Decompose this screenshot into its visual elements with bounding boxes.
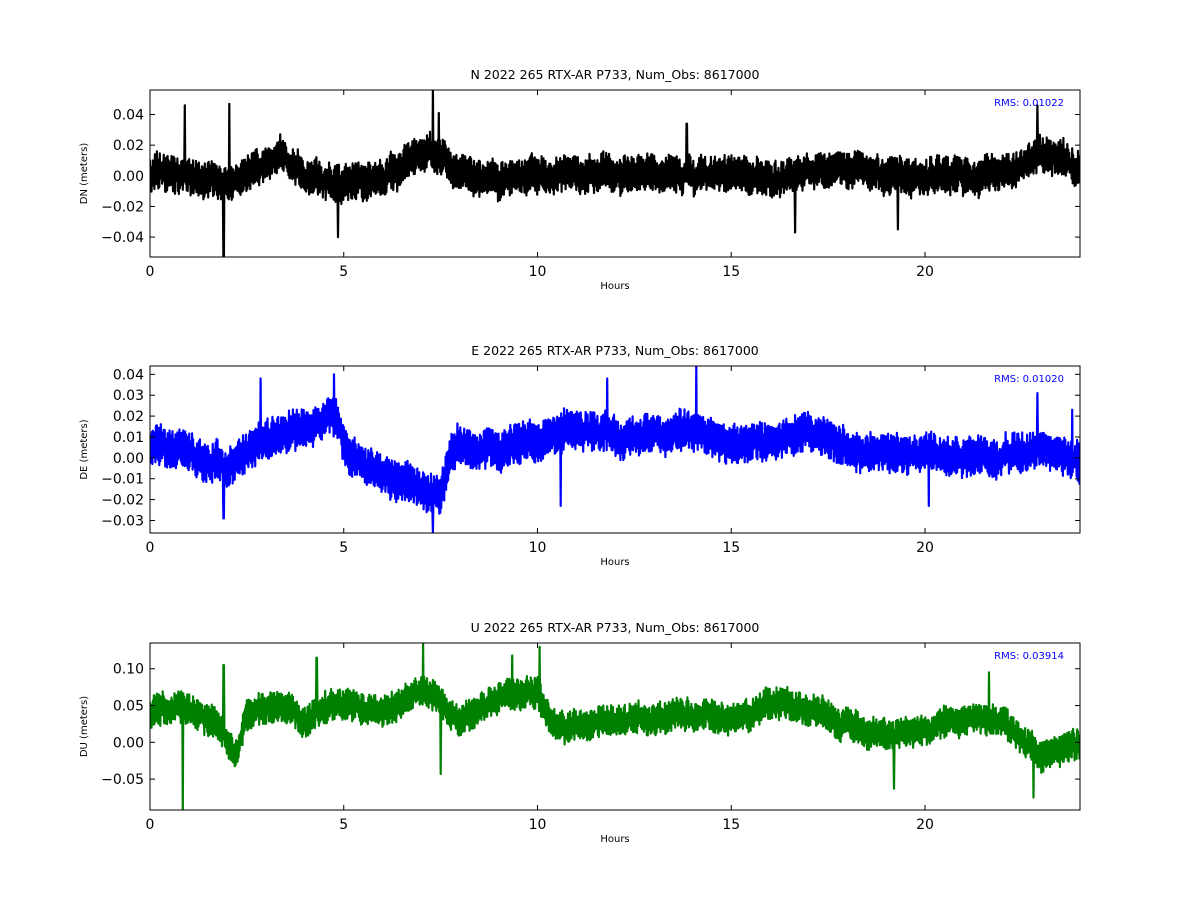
panel-3-y-tick-label: 0.05 [113, 699, 144, 715]
panel-3-x-tick-label: 0 [146, 817, 155, 833]
panel-3-x-tick-label: 10 [529, 817, 547, 833]
panel-1-x-tick-label: 10 [529, 264, 547, 280]
panel-1-series-line [150, 90, 1080, 257]
panel-1-y-tick-label: −0.04 [101, 230, 144, 246]
panel-3-y-tick-label: 0.00 [113, 735, 144, 751]
panel-2-y-tick-label: 0.00 [113, 451, 144, 467]
panel-1-y-tick-label: 0.02 [113, 138, 144, 154]
panel-3-y-label: DU (meters) [79, 696, 90, 757]
panel-2-x-tick-label: 15 [722, 540, 740, 556]
panel-1: 0 5 10 15 20 0.04 0.02 0.00 −0.02 −0.04 N 2022 265… [79, 67, 1081, 292]
panel-2-y-tick-label: −0.01 [101, 472, 144, 488]
panel-3-rms-annotation: RMS: 0.03914 [994, 651, 1064, 662]
panel-1-x-tick-label: 0 [146, 264, 155, 280]
panel-2-axes-frame [149, 365, 1081, 534]
panel-3-y-tick-label: −0.05 [101, 772, 144, 788]
panel-2-x-label: Hours [600, 557, 629, 568]
panel-1-x-label: Hours [600, 281, 629, 292]
panel-2-title: E 2022 265 RTX-AR P733, Num_Obs: 8617000 [471, 343, 759, 358]
panel-2-y-tick-label: −0.02 [101, 493, 144, 509]
panel-2-y-tick-label: −0.03 [101, 513, 144, 529]
panel-2-y-label: DE (meters) [79, 419, 90, 479]
panel-1-y-label: DN (meters) [79, 143, 90, 205]
panel-2: 0 5 10 15 20 0.04 0.03 0.02 0.01 0.00 −0.01 −0.02 −0… [79, 343, 1081, 568]
panel-1-x-tick-label: 5 [339, 264, 348, 280]
panel-1-y-tick-label: −0.02 [101, 199, 144, 215]
panel-2-x-tick-label: 10 [529, 540, 547, 556]
panel-2-y-tick-label: 0.01 [113, 430, 144, 446]
panel-1-y-tick-label: 0.00 [113, 169, 144, 185]
panel-2-y-tick-label: 0.03 [113, 388, 144, 404]
panel-3-axes-frame [149, 642, 1081, 811]
panel-1-x-tick-label: 20 [916, 264, 934, 280]
panel-1-title: N 2022 265 RTX-AR P733, Num_Obs: 8617000 [471, 67, 760, 82]
panel-2-rms-annotation: RMS: 0.01020 [994, 374, 1064, 385]
panel-2-y-tick-label: 0.02 [113, 409, 144, 425]
panel-2-series-line [150, 366, 1080, 533]
panel-3-title: U 2022 265 RTX-AR P733, Num_Obs: 8617000 [471, 620, 760, 635]
panel-3-x-label: Hours [600, 834, 629, 845]
panel-3-y-tick-label: 0.10 [113, 662, 144, 678]
panel-3-x-tick-label: 20 [916, 817, 934, 833]
panel-3: 0 5 10 15 20 0.10 0.05 0.00 −0.05 U 2022 265 RTX-… [79, 620, 1081, 845]
panel-3-series-line [150, 643, 1080, 810]
panel-3-x-tick-label: 5 [339, 817, 348, 833]
panel-1-rms-annotation: RMS: 0.01022 [994, 98, 1064, 109]
panel-3-x-tick-label: 15 [722, 817, 740, 833]
panel-2-x-tick-label: 20 [916, 540, 934, 556]
panel-1-x-tick-label: 15 [722, 264, 740, 280]
panel-1-y-tick-label: 0.04 [113, 108, 144, 124]
panel-2-x-tick-label: 5 [339, 540, 348, 556]
panel-2-y-tick-label: 0.04 [113, 367, 144, 383]
panel-2-x-tick-label: 0 [146, 540, 155, 556]
panel-1-axes-frame [149, 89, 1081, 258]
